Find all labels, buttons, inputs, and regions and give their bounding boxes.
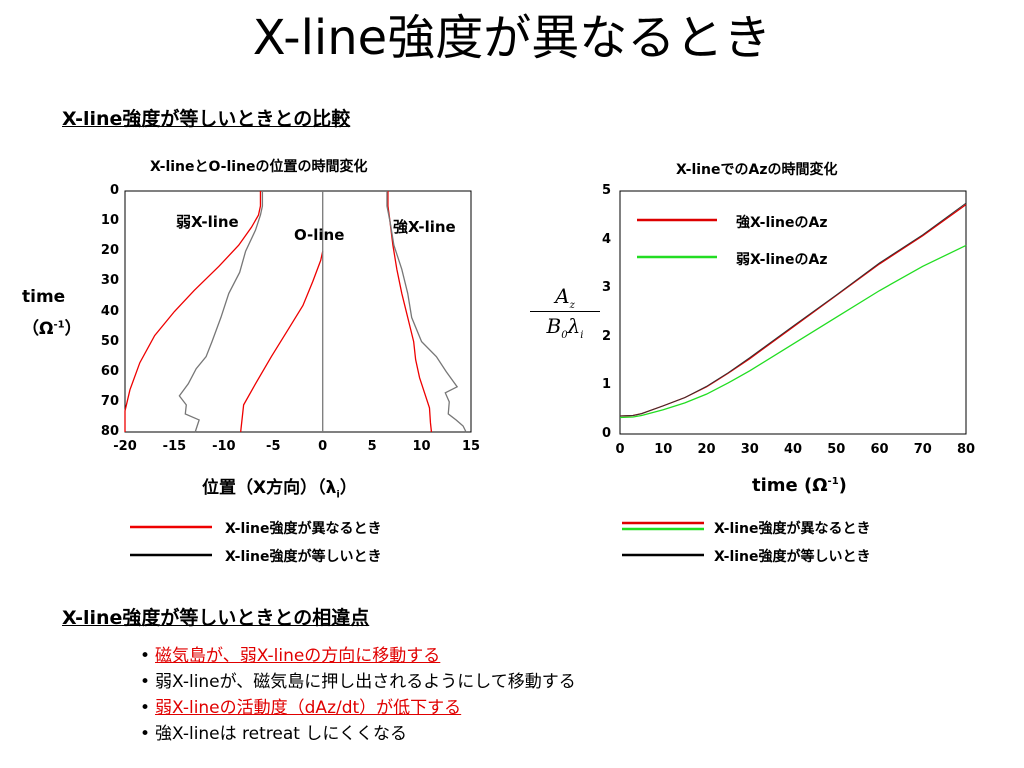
bullet-icon: • <box>140 698 151 718</box>
right-series-line-2 <box>619 202 967 417</box>
right-chart-title: X-lineでのAzの時間変化 <box>676 162 838 178</box>
right-x-axis-label: time (Ω-1) <box>752 475 847 496</box>
left-x-tick: 5 <box>367 439 377 454</box>
left-y-tick: 20 <box>100 243 119 259</box>
left-y-tick: 0 <box>109 183 119 198</box>
bullet-icon: • <box>140 646 151 666</box>
left-series-line-5 <box>386 191 467 433</box>
left-series-line-0 <box>124 191 262 432</box>
left-y-axis-unit: （Ω-1） <box>22 319 82 339</box>
left-y-tick: 70 <box>100 393 119 409</box>
left-y-tick: 10 <box>100 213 119 229</box>
left-y-tick: 80 <box>100 424 119 439</box>
left-chart <box>124 190 472 433</box>
right-x-tick: 10 <box>654 442 673 457</box>
inner-legend-strong: 強X-lineのAz <box>736 215 828 231</box>
left-x-tick: -10 <box>212 439 236 454</box>
difference-item: • 弱X-lineが、磁気島に押し出されるようにして移動する <box>140 672 576 692</box>
inner-legend-weak: 弱X-lineのAz <box>736 252 828 268</box>
right-x-tick: 60 <box>870 442 889 457</box>
label-weak-xline: 弱X-line <box>176 213 239 231</box>
right-y-tick: 3 <box>601 280 611 296</box>
left-x-tick: -20 <box>113 439 137 454</box>
left-y-tick: 30 <box>100 273 119 289</box>
bullet-icon: • <box>140 724 151 744</box>
section-heading-comparison: X-line強度が等しいときとの比較 <box>62 108 351 130</box>
label-oline: O-line <box>294 226 345 244</box>
left-y-tick: 50 <box>100 333 119 349</box>
difference-item: • 磁気島が、弱X-lineの方向に移動する <box>140 646 441 666</box>
left-y-tick: 60 <box>100 363 119 379</box>
bullet-icon: • <box>140 672 151 692</box>
right-x-tick: 30 <box>740 442 759 457</box>
right-y-tick: 4 <box>601 231 611 247</box>
left-series-line-1 <box>240 251 324 433</box>
right-y-tick: 1 <box>601 377 611 393</box>
left-plot-frame <box>124 190 472 433</box>
right-x-tick: 50 <box>827 442 846 457</box>
left-series-line-3 <box>178 191 264 433</box>
right-series-line-1 <box>619 244 967 419</box>
left-x-axis-label: 位置（X方向）（λi） <box>202 478 357 501</box>
right-plot-frame <box>619 190 967 435</box>
right-legend-different: X-line強度が異なるとき <box>714 521 871 537</box>
difference-item: • 強X-lineは retreat しにくくなる <box>140 724 408 744</box>
right-y-tick: 0 <box>601 426 611 441</box>
right-chart <box>619 190 967 435</box>
section-heading-differences: X-line強度が等しいときとの相違点 <box>62 607 370 629</box>
label-strong-xline: 強X-line <box>393 218 456 236</box>
left-y-axis-label: time <box>22 287 66 307</box>
left-chart-title: X-lineとO-lineの位置の時間変化 <box>150 159 368 175</box>
left-legend-different: X-line強度が異なるとき <box>225 521 382 537</box>
left-x-tick: 0 <box>318 439 328 454</box>
slide-title: X-line強度が異なるとき <box>252 10 772 66</box>
right-x-tick: 20 <box>697 442 716 457</box>
left-legend-swatches <box>130 525 212 557</box>
right-y-axis-label: Az B0λi <box>530 284 600 341</box>
left-x-tick: 10 <box>412 439 431 454</box>
difference-list: • 磁気島が、弱X-lineの方向に移動する • 弱X-lineが、磁気島に押し出さ… <box>140 643 576 747</box>
left-y-tick: 40 <box>100 303 119 319</box>
right-legend-equal: X-line強度が等しいとき <box>714 549 871 565</box>
right-y-tick: 5 <box>601 183 611 198</box>
left-x-tick: 15 <box>461 439 481 454</box>
left-legend-equal: X-line強度が等しいとき <box>225 549 382 565</box>
right-x-tick: 80 <box>956 442 976 457</box>
right-legend-swatches <box>622 521 704 557</box>
right-x-tick: 70 <box>913 442 932 457</box>
right-x-tick: 0 <box>615 442 625 457</box>
right-series-line-0 <box>619 204 967 417</box>
right-x-tick: 40 <box>783 442 803 457</box>
left-x-tick: -15 <box>162 439 187 454</box>
difference-item: • 弱X-lineの活動度（dAz/dt）が低下する <box>140 698 462 718</box>
right-y-tick: 2 <box>601 328 611 344</box>
left-x-tick: -5 <box>266 439 281 454</box>
